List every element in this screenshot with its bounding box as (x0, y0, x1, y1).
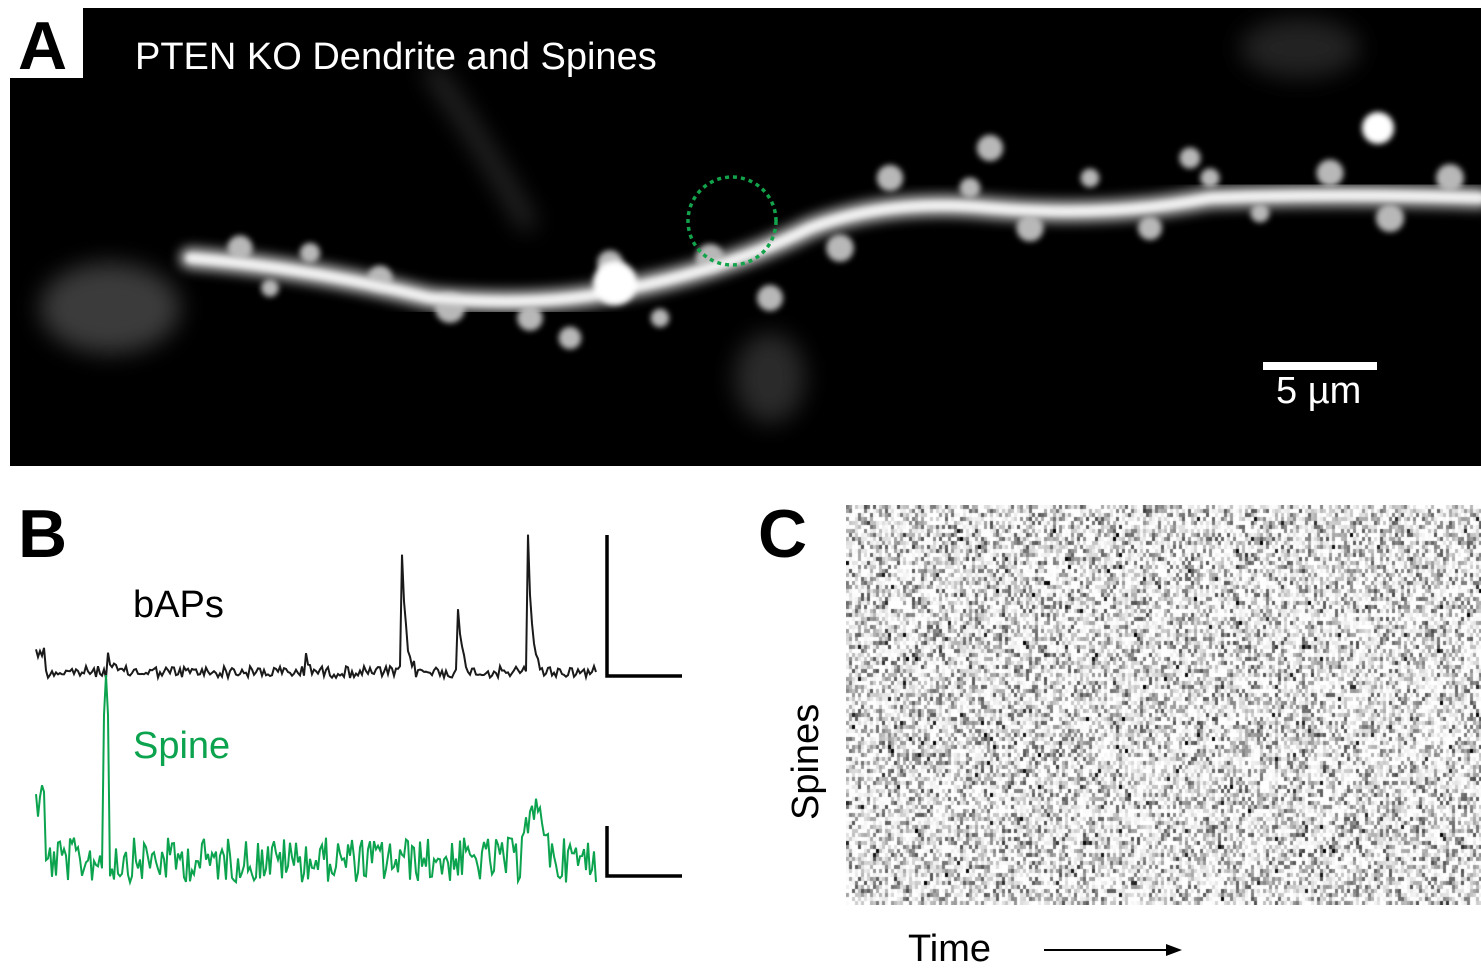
spine-activity-raster (846, 505, 1481, 905)
spine-trace (35, 674, 597, 886)
bap-trace (35, 534, 597, 682)
roi-circle (686, 175, 778, 267)
panel-label-a: A (18, 8, 68, 84)
scale-bar (1263, 362, 1377, 370)
micrograph-image (40, 18, 1481, 423)
traces-plot (35, 534, 682, 886)
time-arrow-icon (1044, 944, 1182, 956)
dendrite-micrograph (10, 8, 1481, 466)
scale-bar-label: 5 µm (1276, 370, 1362, 412)
spine-scale-bar (605, 826, 682, 878)
spine-trace-label: Spine (133, 725, 231, 767)
raster-y-axis-label: Spines (785, 703, 827, 820)
bap-scale-bar (605, 535, 682, 678)
panel-a-title: PTEN KO Dendrite and Spines (135, 36, 657, 78)
label-a-background (10, 8, 83, 78)
raster-x-axis-label: Time (908, 928, 992, 970)
panel-label-c: C (758, 496, 808, 572)
bap-trace-label: bAPs (133, 584, 224, 626)
panel-label-b: B (18, 496, 68, 572)
